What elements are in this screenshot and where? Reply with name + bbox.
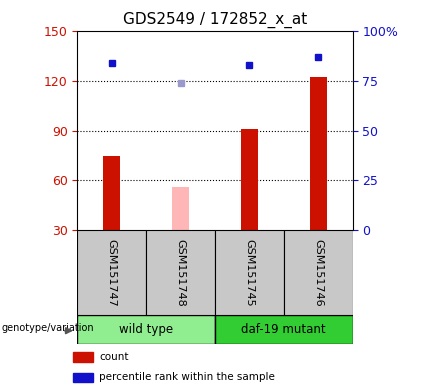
Bar [77,230,146,315]
Text: daf-19 mutant: daf-19 mutant [242,323,326,336]
Text: GSM151745: GSM151745 [244,239,255,306]
Text: GSM151747: GSM151747 [107,239,117,306]
Bar [73,353,93,362]
Bar [215,315,353,344]
Text: GSM151746: GSM151746 [313,239,323,306]
Text: GSM151748: GSM151748 [175,239,186,306]
Title: GDS2549 / 172852_x_at: GDS2549 / 172852_x_at [123,12,307,28]
Text: genotype/variation: genotype/variation [2,323,94,333]
Bar [310,77,327,230]
Bar [215,230,284,315]
Bar [73,372,93,382]
Bar [284,230,353,315]
Bar [172,187,189,230]
Bar [241,129,258,230]
Text: percentile rank within the sample: percentile rank within the sample [99,372,275,382]
Text: count: count [99,352,129,362]
Text: wild type: wild type [119,323,173,336]
Bar [77,315,215,344]
Bar [146,230,215,315]
Bar [103,156,120,230]
